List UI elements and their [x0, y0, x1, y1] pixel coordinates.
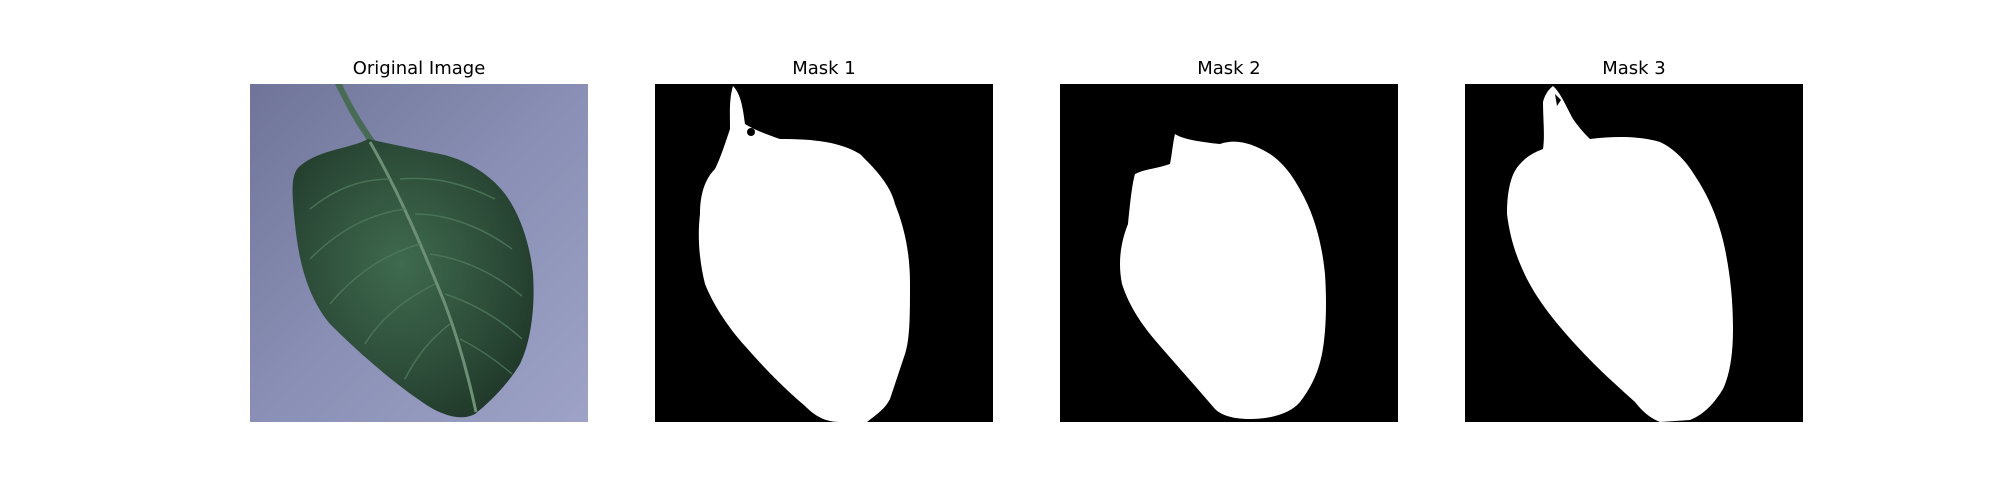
- mask-1-hole: [747, 128, 755, 136]
- panel-title-mask-1: Mask 1: [792, 58, 856, 79]
- leaf-veins: [309, 177, 523, 380]
- leaf-blade: [292, 139, 534, 418]
- mask-3-region: [1507, 86, 1733, 422]
- panel-title-original: Original Image: [352, 58, 486, 79]
- mask-1-image: [655, 84, 993, 422]
- mask-3-image: [1465, 84, 1803, 422]
- mask-3-panel: [1465, 84, 1803, 422]
- mask-1-region: [698, 86, 910, 422]
- mask-2-region: [1120, 134, 1326, 419]
- mask-1-panel: [655, 84, 993, 422]
- leaf-photo: [250, 84, 588, 422]
- panel-title-mask-2: Mask 2: [1197, 58, 1261, 79]
- mask-3-notch: [1555, 94, 1561, 106]
- leaf-midrib: [368, 141, 478, 413]
- leaf-stem: [335, 84, 376, 144]
- panel-title-mask-3: Mask 3: [1602, 58, 1666, 79]
- mask-2-image: [1060, 84, 1398, 422]
- mask-2-panel: [1060, 84, 1398, 422]
- original-image-panel: [250, 84, 588, 422]
- mask-1-speck: [754, 136, 760, 142]
